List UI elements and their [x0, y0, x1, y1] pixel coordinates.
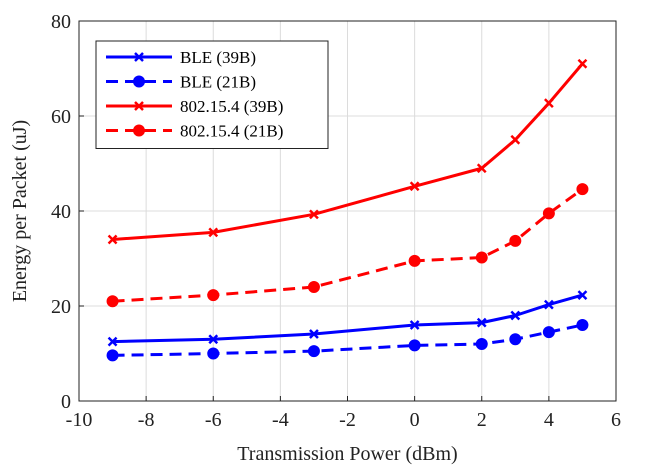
y-axis-title: Energy per Packet (uJ)	[9, 120, 31, 302]
data-point	[576, 319, 589, 331]
data-point	[509, 234, 522, 247]
data-point	[543, 299, 554, 310]
data-point	[106, 295, 119, 308]
data-point	[576, 183, 589, 196]
legend-marker	[134, 52, 144, 62]
legend-marker	[133, 75, 145, 88]
series	[106, 58, 589, 362]
data-point	[208, 227, 219, 238]
x-tick-label: -4	[272, 409, 289, 431]
data-point	[577, 58, 588, 69]
data-point	[409, 181, 420, 192]
data-point	[476, 317, 487, 328]
x-tick-label: -6	[205, 409, 222, 431]
data-point	[408, 254, 421, 267]
data-point	[510, 310, 521, 321]
y-tick-label: 40	[51, 201, 71, 223]
legend-label: BLE (39B)	[180, 48, 256, 67]
legend-marker	[134, 101, 144, 111]
data-point	[307, 345, 320, 358]
data-point	[107, 336, 118, 347]
data-point	[542, 207, 555, 220]
x-tick-label: -2	[339, 409, 356, 431]
data-point	[309, 209, 319, 220]
series-1	[106, 319, 589, 362]
series-line	[112, 323, 583, 357]
data-point	[475, 251, 488, 264]
x-tick-label: 6	[611, 409, 621, 431]
data-point	[309, 329, 319, 339]
data-point	[543, 98, 554, 109]
data-point	[307, 281, 320, 293]
legend-item: 802.15.4 (21B)	[106, 122, 283, 141]
legend: BLE (39B) BLE (21B) 802.15.4 (39B) 802.15.4…	[95, 40, 329, 149]
series-2	[107, 58, 588, 245]
y-tick-label: 80	[51, 11, 71, 33]
series-line	[112, 187, 584, 303]
legend-marker	[133, 124, 145, 137]
x-tick-label: 0	[410, 409, 420, 431]
data-point	[475, 338, 488, 350]
data-point	[509, 333, 522, 346]
data-point	[409, 320, 420, 330]
legend-label: BLE (21B)	[180, 73, 256, 92]
data-point	[107, 234, 118, 245]
data-point	[106, 349, 119, 362]
data-point	[207, 289, 220, 302]
data-point	[207, 347, 220, 360]
x-axis-title: Transmission Power (dBm)	[237, 443, 457, 465]
legend-label: 802.15.4 (21B)	[180, 122, 283, 141]
y-tick-label: 0	[61, 391, 71, 413]
data-point	[408, 339, 421, 352]
series-0	[107, 290, 588, 347]
y-tick-label: 20	[51, 296, 71, 318]
x-tick-label: 2	[477, 409, 487, 431]
legend-item: 802.15.4 (39B)	[106, 97, 283, 116]
series-3	[106, 183, 589, 308]
legend-item: BLE (21B)	[106, 73, 256, 92]
legend-label: 802.15.4 (39B)	[180, 97, 283, 116]
legend-item: BLE (39B)	[106, 48, 256, 67]
y-tick-label: 60	[51, 106, 71, 128]
data-point	[476, 163, 487, 174]
series-line	[112, 62, 584, 241]
data-point	[577, 290, 588, 300]
data-point	[542, 326, 555, 339]
x-tick-label: -8	[138, 409, 155, 431]
x-tick-label: 4	[544, 409, 554, 431]
data-point	[510, 134, 521, 145]
data-point	[208, 334, 219, 345]
x-tick-label: -10	[66, 409, 93, 431]
series-line	[112, 293, 583, 344]
